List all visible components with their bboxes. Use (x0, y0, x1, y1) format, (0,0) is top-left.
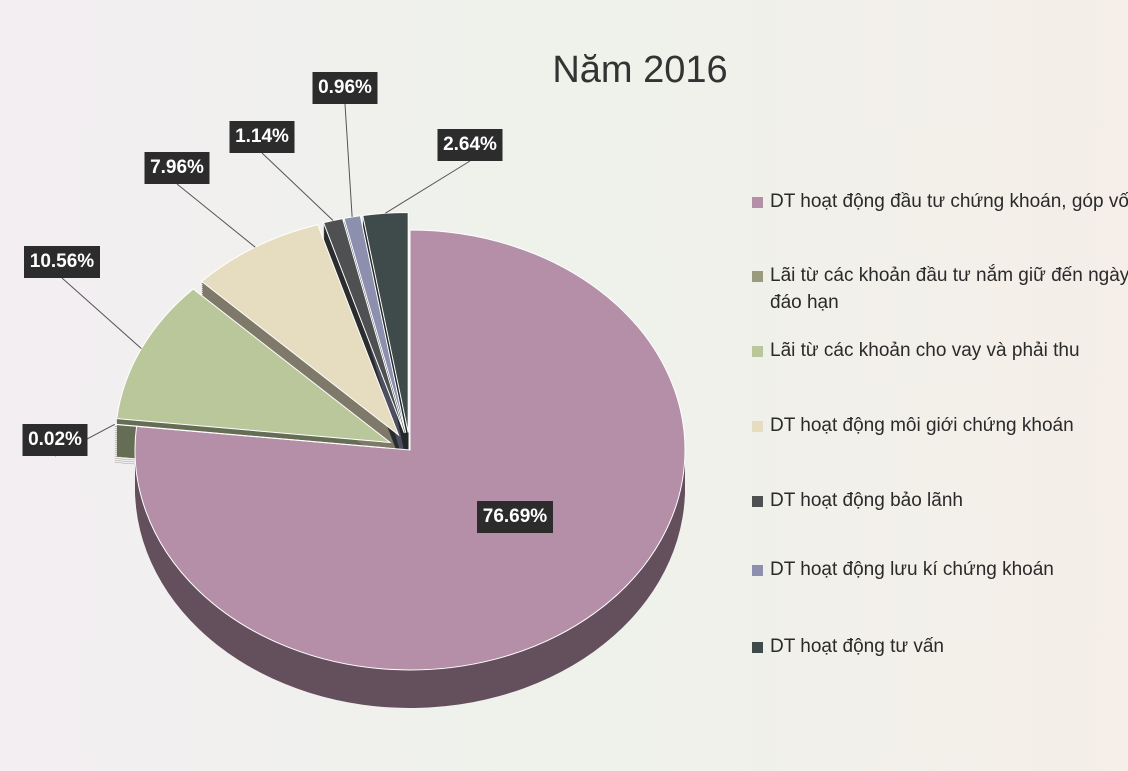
chart-title: Năm 2016 (552, 49, 727, 91)
leader-line (176, 183, 256, 248)
label-box (144, 152, 210, 184)
legend-item: DT hoạt động lưu kí chứng khoán (752, 556, 1128, 583)
data-label: 1.14% (235, 126, 289, 147)
slice (134, 229, 686, 671)
leader-line (385, 160, 471, 214)
legend-item: DT hoạt động bảo lãnh (752, 487, 1128, 514)
legend-label: Lãi từ các khoản đầu tư nắm giữ đến ngày… (770, 265, 1128, 313)
label-box (24, 246, 100, 278)
legend-label: DT hoạt động lưu kí chứng khoán (770, 559, 1054, 580)
label-box (229, 121, 295, 153)
legend-label: DT hoạt động bảo lãnh (770, 490, 963, 511)
leader-line (344, 103, 353, 217)
legend-item: DT hoạt động tư vấn (752, 633, 1128, 660)
legend-swatch (752, 496, 763, 507)
legend-item: Lãi từ các khoản đầu tư nắm giữ đến ngày… (752, 262, 1128, 316)
legend-label: DT hoạt động môi giới chứng khoán (770, 415, 1074, 436)
legend-item: Lãi từ các khoản cho vay và phải thu (752, 337, 1128, 364)
legend-swatch (752, 271, 763, 282)
label-box (437, 129, 503, 161)
legend-item: DT hoạt động môi giới chứng khoán (752, 412, 1128, 439)
slice (362, 211, 409, 433)
legend-item: DT hoạt động đầu tư chứng khoán, góp vốn (752, 188, 1128, 215)
leader-line (61, 277, 142, 350)
legend-swatch (752, 642, 763, 653)
data-label: 10.56% (30, 251, 95, 272)
data-label: 2.64% (443, 134, 497, 155)
legend-swatch (752, 421, 763, 432)
label-box (312, 72, 378, 104)
legend-swatch (752, 197, 763, 208)
data-label: 0.96% (318, 77, 372, 98)
legend-label: DT hoạt động đầu tư chứng khoán, góp vốn (770, 191, 1128, 212)
legend-swatch (752, 565, 763, 576)
label-box (22, 424, 88, 456)
slice (343, 215, 407, 433)
label-box (477, 501, 553, 533)
leader-line (261, 152, 334, 221)
legend-label: Lãi từ các khoản cho vay và phải thu (770, 340, 1080, 361)
data-label: 76.69% (483, 506, 548, 527)
data-label: 7.96% (150, 157, 204, 178)
data-label: 0.02% (28, 429, 82, 450)
legend-swatch (752, 346, 763, 357)
legend-label: DT hoạt động tư vấn (770, 636, 944, 657)
